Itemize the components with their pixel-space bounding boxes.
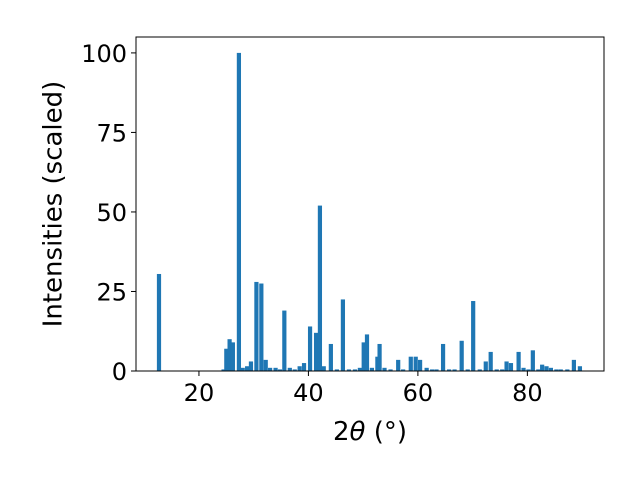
bar — [334, 369, 339, 371]
bar — [297, 366, 302, 371]
bar — [273, 367, 278, 371]
bar — [317, 205, 323, 371]
y-tick-label: 25 — [96, 278, 127, 306]
x-axis-label-prefix: 2 — [333, 417, 350, 447]
bar — [516, 351, 521, 371]
plot-frame — [135, 36, 605, 372]
bar — [346, 369, 352, 371]
bar — [521, 367, 526, 371]
bar — [156, 273, 162, 371]
bar — [471, 301, 476, 371]
x-tick-label: 60 — [403, 379, 434, 407]
y-tick-label: 50 — [96, 199, 127, 227]
bar — [494, 369, 499, 371]
bar — [328, 343, 333, 371]
y-tick-label: 100 — [81, 40, 127, 68]
bar — [382, 367, 387, 371]
bar — [540, 364, 545, 371]
x-tick-label: 80 — [512, 379, 543, 407]
bar — [413, 356, 418, 371]
bar — [224, 348, 229, 371]
x-axis-label-symbol: θ — [350, 417, 366, 447]
bar — [301, 363, 307, 371]
y-tick-label: 75 — [96, 119, 127, 147]
bar — [434, 369, 439, 371]
bar — [565, 369, 570, 371]
bar — [377, 343, 382, 371]
bar — [554, 369, 559, 371]
bar — [504, 361, 509, 371]
bar — [430, 369, 435, 371]
bar — [364, 334, 370, 371]
x-tick-label: 20 — [184, 379, 215, 407]
bar — [488, 351, 493, 371]
bar — [340, 299, 346, 371]
bar — [357, 367, 362, 371]
bar — [248, 361, 254, 371]
bar — [526, 369, 531, 371]
bar — [361, 342, 366, 371]
bars-group — [156, 52, 583, 372]
x-tick-label: 40 — [293, 379, 324, 407]
bar — [227, 339, 232, 371]
bar — [544, 366, 549, 371]
bar — [236, 52, 242, 372]
y-ticks: 0 25 50 75 100 — [81, 40, 136, 386]
bar — [230, 342, 235, 371]
bar — [263, 359, 268, 371]
bar — [245, 366, 250, 371]
bar — [307, 326, 313, 371]
bar — [571, 359, 576, 371]
bar — [321, 366, 326, 371]
bar — [268, 367, 273, 371]
bar — [508, 363, 514, 371]
bar — [530, 350, 535, 371]
bar — [396, 359, 401, 371]
bar — [477, 369, 482, 371]
y-tick-label: 0 — [112, 358, 127, 386]
bar — [536, 369, 541, 371]
bar — [440, 343, 446, 371]
bar — [221, 369, 226, 371]
bar — [240, 367, 245, 371]
bar — [277, 369, 283, 371]
bar — [292, 369, 297, 371]
x-ticks: 20 40 60 80 — [184, 371, 543, 407]
bar — [465, 369, 470, 371]
bar — [577, 366, 583, 371]
y-axis-label: Intensities (scaled) — [39, 81, 69, 328]
bar — [558, 369, 563, 371]
bar — [352, 369, 358, 371]
bar — [446, 369, 452, 371]
bar — [259, 283, 264, 371]
bar — [548, 367, 554, 371]
bar — [417, 359, 423, 371]
x-axis-label: 2θ (°) — [333, 417, 407, 447]
bar — [500, 369, 505, 371]
bar — [401, 369, 406, 371]
bar — [313, 332, 319, 371]
bar — [483, 361, 488, 371]
bar — [282, 310, 287, 371]
bar — [369, 367, 375, 371]
bar — [424, 367, 429, 371]
bar — [452, 369, 457, 371]
bar — [459, 340, 464, 371]
bar — [287, 367, 292, 371]
bar — [408, 356, 413, 371]
x-axis-label-suffix: (°) — [365, 417, 407, 447]
bar — [375, 356, 380, 371]
bar — [254, 281, 259, 371]
bar — [388, 369, 393, 371]
